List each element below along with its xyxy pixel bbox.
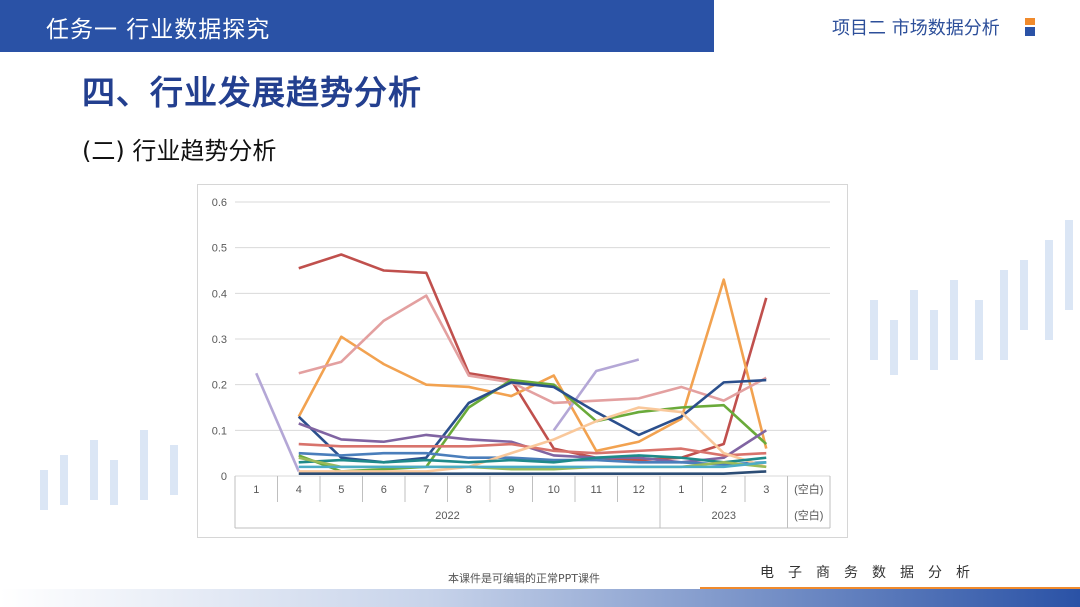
- footer-note: 本课件是可编辑的正常PPT课件: [448, 572, 600, 585]
- series-line-11: [298, 454, 767, 464]
- series-line-7: [298, 422, 767, 464]
- x-tick-label: 1: [678, 484, 684, 496]
- series-line-4: [255, 372, 300, 472]
- decor-candle: [40, 470, 48, 510]
- task-title: 任务一 行业数据探究: [46, 17, 271, 43]
- decor-candle: [60, 455, 68, 505]
- x-tick-label: 5: [338, 484, 344, 496]
- x-tick-label: 9: [508, 484, 514, 496]
- slide-heading: 四、行业发展趋势分析: [82, 73, 422, 112]
- decor-candle: [1045, 240, 1053, 340]
- y-tick-label: 0.1: [212, 425, 227, 437]
- decor-candle: [870, 300, 878, 360]
- x-tick-label: 2: [721, 484, 727, 496]
- x-tick-label: 4: [296, 484, 302, 496]
- y-tick-label: 0.6: [212, 197, 227, 209]
- series-line-14: [298, 461, 767, 469]
- series-line-13: [298, 470, 767, 476]
- decor-candle: [910, 290, 918, 360]
- chart-svg: 0 0.1 0.2 0.3 0.4 0.5 0.6 2022 2023 (空白) 1 4 5 6 7 8 9 10…: [212, 197, 831, 529]
- x-tick-label: 3: [763, 484, 769, 496]
- trend-line-chart: 0 0.1 0.2 0.3 0.4 0.5 0.6 2022 2023 (空白) 1 4 5 6 7 8 9 10…: [197, 184, 848, 538]
- footer-course-name: 电子商务数据分析: [760, 565, 984, 581]
- x-tick-label: 8: [466, 484, 472, 496]
- y-tick-label: 0: [221, 471, 227, 483]
- decor-candle: [930, 310, 938, 370]
- decor-candle: [950, 280, 958, 360]
- header-band: 任务一 行业数据探究: [0, 0, 714, 52]
- series-line-1: [298, 253, 768, 462]
- group-label: 2023: [712, 510, 736, 522]
- decor-candle: [890, 320, 898, 375]
- project-title: 项目二 市场数据分析: [832, 18, 1000, 39]
- series-line-5: [298, 378, 768, 473]
- decor-candle: [110, 460, 118, 505]
- group-label: (空白): [794, 508, 823, 522]
- slide-subheading: (二) 行业趋势分析: [82, 137, 277, 165]
- x-tick-label: 11: [591, 484, 602, 496]
- decor-candle: [975, 300, 983, 360]
- x-tick-label: 6: [381, 484, 387, 496]
- decor-candle: [1065, 220, 1073, 310]
- group-label: 2022: [435, 510, 459, 522]
- series-line-4: [552, 358, 640, 432]
- decor-candle: [170, 445, 178, 495]
- decor-candle: [90, 440, 98, 500]
- footer-gradient-bar: [0, 589, 1080, 607]
- y-tick-label: 0.5: [212, 243, 227, 255]
- decor-candle: [1000, 270, 1008, 360]
- series-line-3: [298, 294, 767, 405]
- series-line-10: [298, 406, 767, 473]
- project-mark-icon: [1025, 18, 1035, 36]
- y-tick-label: 0.4: [212, 288, 227, 300]
- x-tick-label: 10: [548, 484, 560, 496]
- decor-candle: [140, 430, 148, 500]
- x-tick-label: 1: [253, 484, 259, 496]
- series-line-9: [298, 451, 767, 466]
- decor-candle: [1020, 260, 1028, 330]
- y-tick-label: 0.3: [212, 334, 227, 346]
- x-tick-label: 12: [633, 484, 645, 496]
- x-tick-label: 7: [423, 484, 429, 496]
- y-tick-label: 0.2: [212, 380, 227, 392]
- x-tick-label: (空白): [794, 482, 823, 496]
